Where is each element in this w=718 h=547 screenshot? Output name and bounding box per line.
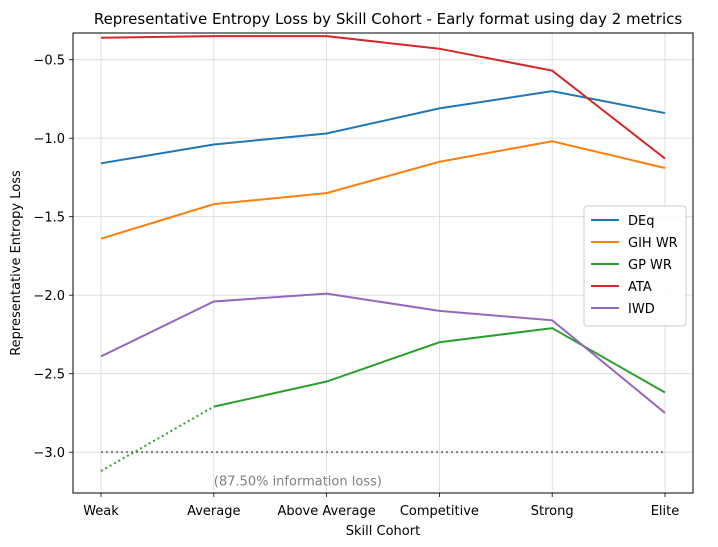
y-tick-label: −3.0 [33, 446, 65, 461]
x-tick-label: Strong [531, 504, 574, 519]
series-line-dotted [100, 405, 215, 472]
series-line [100, 35, 666, 160]
y-tick-label: −2.0 [33, 289, 65, 304]
legend-label: IWD [628, 302, 655, 317]
chart-title: Representative Entropy Loss by Skill Coh… [94, 10, 683, 28]
x-tick-label: Weak [83, 504, 119, 519]
x-tick-label: Average [187, 504, 240, 519]
series-line [100, 90, 666, 165]
plot-frame [72, 32, 694, 494]
series-line [100, 292, 666, 414]
x-axis: Weak Average Above Average Competitive Stron… [83, 493, 679, 519]
series-line [100, 140, 666, 240]
x-tick-label: Elite [651, 504, 680, 519]
x-tick-label: Above Average [277, 504, 375, 519]
y-axis-label: Representative Entropy Loss [9, 170, 24, 356]
annotation-text: (87.50% information loss) [214, 474, 382, 489]
series-line [213, 327, 666, 408]
y-tick-label: −2.5 [33, 368, 65, 383]
legend-box [583, 205, 687, 327]
legend: DEq GIH WR GP WR ATA IWD [583, 205, 687, 327]
y-tick-label: −1.5 [33, 211, 65, 226]
x-tick-label: Competitive [400, 504, 479, 519]
legend-label: GIH WR [628, 236, 678, 251]
x-axis-label: Skill Cohort [346, 524, 420, 539]
y-tick-label: −0.5 [33, 54, 65, 69]
y-tick-label: −1.0 [33, 132, 65, 147]
legend-label: DEq [628, 214, 654, 229]
legend-label: ATA [628, 280, 652, 295]
y-axis: −3.0 −2.5 −2.0 −1.5 −1.0 −0.5 [33, 54, 73, 461]
series-group [100, 35, 666, 472]
legend-label: GP WR [628, 258, 672, 273]
